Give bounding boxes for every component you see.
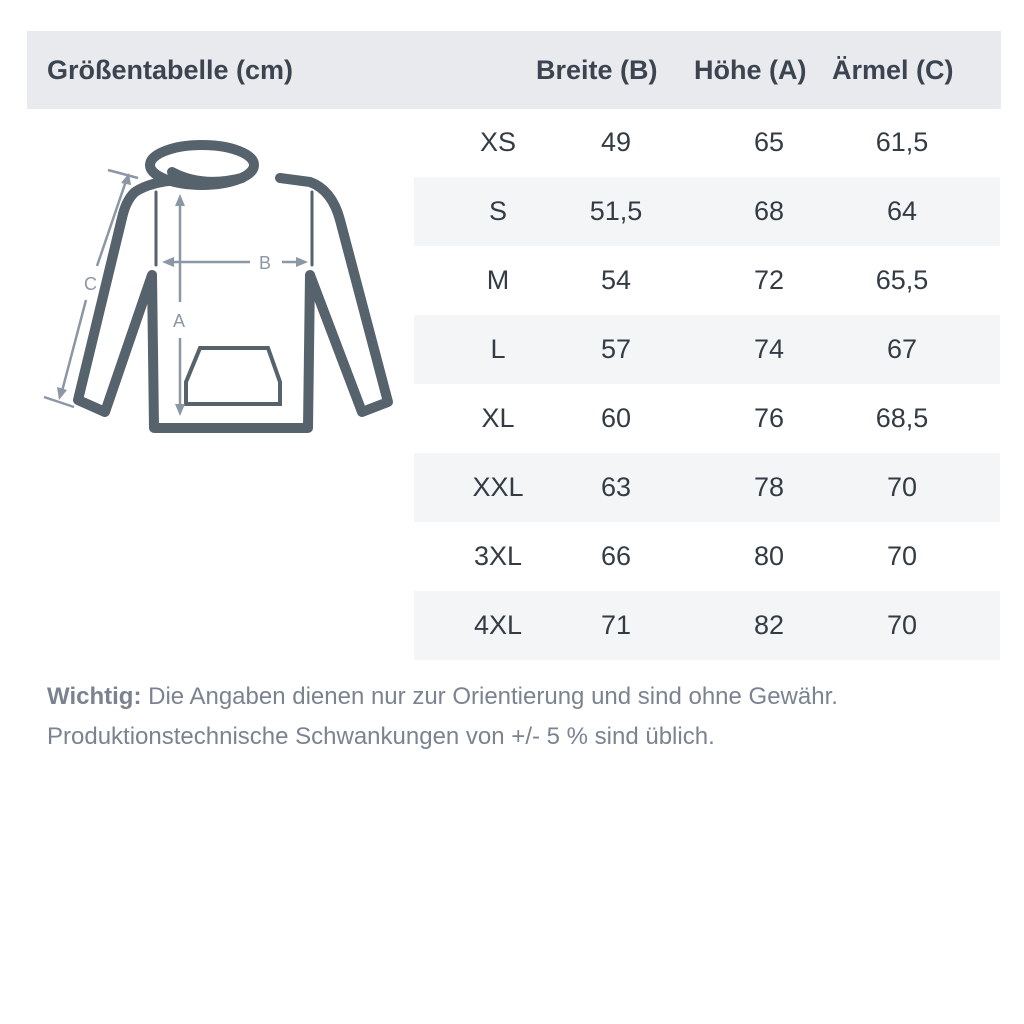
table-row: S 51,5 68 64 [414, 177, 1000, 246]
cell-hoehe: 78 [753, 472, 785, 502]
column-header-hoehe: Höhe (A) [694, 55, 807, 85]
cell-aermel: 68,5 [875, 403, 929, 433]
cell-aermel: 70 [886, 610, 918, 640]
hoodie-diagram: A B C [30, 130, 410, 440]
cell-aermel: 61,5 [875, 127, 929, 157]
cell-breite: 66 [600, 541, 632, 571]
cell-aermel: 65,5 [875, 265, 929, 295]
cell-size: 4XL [473, 610, 523, 640]
cell-size: 3XL [473, 541, 523, 571]
cell-aermel: 70 [886, 472, 918, 502]
cell-size: XXL [472, 472, 524, 502]
cell-size: M [486, 265, 510, 295]
cell-size: L [490, 334, 506, 364]
cell-hoehe: 72 [753, 265, 785, 295]
table-row: 4XL 71 82 70 [414, 591, 1000, 660]
column-header-aermel: Ärmel (C) [832, 55, 954, 85]
table-row: 3XL 66 80 70 [414, 522, 1000, 591]
cell-aermel: 64 [886, 196, 918, 226]
note-line-2: Produktionstechnische Schwankungen von +… [47, 723, 715, 750]
cell-hoehe: 65 [753, 127, 785, 157]
table-row: L 57 74 67 [414, 315, 1000, 384]
cell-breite: 49 [600, 127, 632, 157]
table-row: XL 60 76 68,5 [414, 384, 1000, 453]
body-outline [73, 173, 393, 433]
page-title: Größentabelle (cm) [47, 55, 294, 85]
table-header: Größentabelle (cm) Breite (B) Höhe (A) Ä… [27, 31, 1001, 109]
cell-size: XL [481, 403, 515, 433]
label-c: C [84, 274, 97, 294]
label-a: A [173, 311, 185, 331]
cell-hoehe: 80 [753, 541, 785, 571]
disclaimer-note: Wichtig: Die Angaben dienen nur zur Orie… [47, 677, 838, 757]
cell-breite: 60 [600, 403, 632, 433]
cell-hoehe: 68 [753, 196, 785, 226]
cell-size: XS [479, 127, 517, 157]
cell-hoehe: 74 [753, 334, 785, 364]
cell-size: S [488, 196, 508, 226]
column-header-breite: Breite (B) [536, 55, 658, 85]
note-line-1: Die Angaben dienen nur zur Orientierung … [141, 683, 838, 710]
cell-breite: 57 [600, 334, 632, 364]
cell-aermel: 67 [886, 334, 918, 364]
cell-breite: 51,5 [589, 196, 643, 226]
table-row: XXL 63 78 70 [414, 453, 1000, 522]
cell-breite: 71 [600, 610, 632, 640]
label-b: B [259, 253, 271, 273]
cell-hoehe: 76 [753, 403, 785, 433]
cell-hoehe: 82 [753, 610, 785, 640]
cell-breite: 54 [600, 265, 632, 295]
pocket-outline [184, 346, 282, 406]
table-row: XS 49 65 61,5 [414, 108, 1000, 177]
cell-breite: 63 [600, 472, 632, 502]
table-row: M 54 72 65,5 [414, 246, 1000, 315]
cell-aermel: 70 [886, 541, 918, 571]
note-label: Wichtig: [47, 683, 142, 710]
